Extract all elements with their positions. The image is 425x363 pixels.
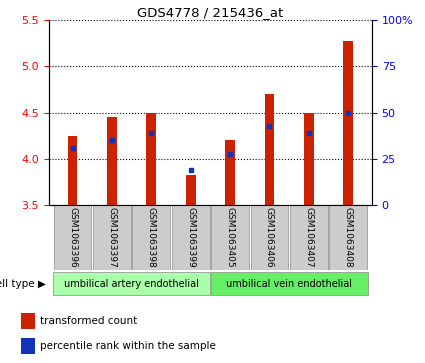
Text: GSM1063405: GSM1063405	[226, 207, 235, 268]
FancyBboxPatch shape	[172, 205, 210, 270]
FancyBboxPatch shape	[93, 205, 131, 270]
Bar	[343, 41, 353, 205]
Bar	[186, 175, 196, 205]
Bar	[225, 140, 235, 205]
Text: GSM1063399: GSM1063399	[186, 207, 195, 268]
FancyBboxPatch shape	[53, 272, 210, 295]
Bar	[68, 136, 77, 205]
Text: GSM1063407: GSM1063407	[304, 207, 313, 268]
Bar	[264, 94, 275, 205]
Bar	[107, 117, 117, 205]
Title: GDS4778 / 215436_at: GDS4778 / 215436_at	[137, 6, 283, 19]
Bar	[21, 338, 34, 354]
FancyBboxPatch shape	[211, 205, 249, 270]
Text: umbilical artery endothelial: umbilical artery endothelial	[64, 278, 199, 289]
Text: GSM1063398: GSM1063398	[147, 207, 156, 268]
Text: percentile rank within the sample: percentile rank within the sample	[40, 341, 216, 351]
Text: GSM1063406: GSM1063406	[265, 207, 274, 268]
FancyBboxPatch shape	[54, 205, 91, 270]
FancyBboxPatch shape	[211, 272, 368, 295]
FancyBboxPatch shape	[251, 205, 289, 270]
Bar	[304, 113, 314, 205]
FancyBboxPatch shape	[290, 205, 328, 270]
FancyBboxPatch shape	[329, 205, 367, 270]
Text: GSM1063396: GSM1063396	[68, 207, 77, 268]
Text: umbilical vein endothelial: umbilical vein endothelial	[226, 278, 352, 289]
FancyBboxPatch shape	[132, 205, 170, 270]
Text: GSM1063408: GSM1063408	[344, 207, 353, 268]
Text: transformed count: transformed count	[40, 316, 138, 326]
Bar	[146, 113, 156, 205]
Text: cell type ▶: cell type ▶	[0, 278, 45, 289]
Bar	[21, 313, 34, 329]
Text: GSM1063397: GSM1063397	[108, 207, 116, 268]
